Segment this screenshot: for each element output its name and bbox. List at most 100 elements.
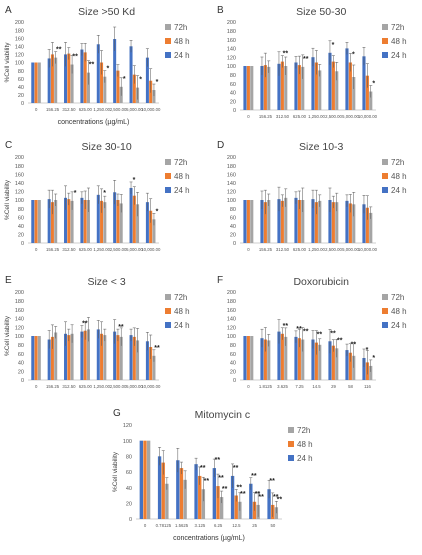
y-tick-label: 140: [227, 317, 236, 323]
bar-48h-1: [50, 202, 54, 243]
bar-48h-3: [83, 52, 87, 103]
chart-title: Size 30-10: [81, 141, 131, 153]
bar-24h-6: [129, 335, 133, 380]
y-tick-label: 80: [18, 343, 24, 349]
y-tick-label: 160: [227, 38, 236, 44]
legend-label: 24 h: [297, 454, 313, 463]
bar-48h-0: [34, 200, 38, 243]
bar-48h-2: [280, 61, 284, 110]
legend-swatch: [382, 322, 388, 328]
y-tick-label: 40: [126, 486, 132, 492]
y-tick-label: 80: [18, 69, 24, 75]
bar-72h-7: [369, 91, 373, 110]
bar-48h-0: [34, 336, 38, 380]
y-tick-label: 160: [15, 308, 24, 314]
y-tick-label: 100: [227, 198, 236, 204]
y-tick-label: 60: [18, 215, 24, 221]
x-tick-label: 12.5: [232, 523, 241, 528]
x-axis-label: concentrations (µg/mL): [58, 119, 130, 126]
x-tick-label: 0: [247, 247, 250, 252]
y-tick-label: 180: [227, 29, 236, 35]
bar-72h-3: [86, 200, 90, 243]
bar-72h-0: [250, 200, 254, 243]
bar-72h-0: [37, 200, 41, 243]
significance-marker: **: [337, 337, 343, 344]
chart-title: Size >50 Kd: [78, 6, 135, 18]
bar-48h-0: [34, 62, 38, 103]
bar-72h-2: [70, 64, 74, 103]
significance-marker: *: [372, 355, 375, 362]
legend-swatch: [288, 427, 294, 433]
bar-24h-3: [80, 197, 84, 243]
bar-72h-1: [54, 332, 58, 380]
significance-marker: **: [204, 478, 210, 485]
bar-48h-1: [263, 339, 267, 380]
legend-label: 24 h: [391, 321, 407, 330]
bar-24h-6: [345, 48, 349, 110]
bar-24h-7: [362, 204, 366, 243]
x-tick-label: 625.00: [79, 247, 93, 252]
bar-72h-4: [318, 344, 322, 380]
bar-72h-7: [152, 90, 156, 103]
bar-48h-1: [50, 54, 54, 103]
bar-48h-4: [314, 202, 318, 243]
bar-24h-2: [64, 333, 68, 380]
bar-48h-2: [67, 53, 71, 103]
legend-label: 24 h: [391, 186, 407, 195]
chart-panel-e: E Size < 3 0 20 40 60 80 100 120 140 160 180 200 %Cel…: [4, 275, 190, 389]
significance-marker: **: [118, 324, 124, 331]
bar-24h-7: [362, 56, 366, 110]
bar-72h-2: [70, 200, 74, 243]
bar-48h-1: [50, 336, 54, 380]
bar-48h-3: [297, 200, 301, 243]
x-tick-label: 1,250.00: [308, 114, 325, 119]
bar-24h-6: [345, 350, 349, 380]
bar-48h-4: [100, 200, 104, 243]
legend-swatch: [165, 322, 171, 328]
y-tick-label: 120: [15, 53, 24, 59]
legend-swatch: [382, 173, 388, 179]
legend-label: 24 h: [174, 186, 190, 195]
x-tick-label: 0: [35, 247, 38, 252]
y-tick-label: 160: [15, 36, 24, 42]
y-tick-label: 20: [18, 369, 24, 375]
significance-marker: **: [303, 56, 309, 63]
legend-swatch: [382, 38, 388, 44]
bar-24h-7: [145, 202, 149, 243]
y-tick-label: 200: [227, 290, 236, 296]
y-tick-label: 100: [15, 61, 24, 67]
y-tick-label: 180: [15, 299, 24, 305]
bar-72h-1: [54, 57, 58, 103]
legend-swatch: [165, 38, 171, 44]
bar-48h-0: [246, 200, 250, 243]
bar-72h-2: [284, 336, 288, 380]
x-tick-label: 1,250.00: [93, 107, 110, 112]
bar-48h-4: [100, 333, 104, 380]
bar-24h-5: [328, 200, 332, 243]
legend-swatch: [165, 308, 171, 314]
bar-48h-5: [234, 495, 238, 519]
x-tick-label: 156.25: [46, 247, 60, 252]
x-tick-label: 625.00: [79, 107, 93, 112]
bar-24h-2: [277, 63, 281, 110]
significance-marker: **: [258, 494, 264, 501]
legend-label: 48 h: [174, 172, 190, 181]
bar-72h-4: [318, 70, 322, 110]
x-tick-label: 1,250.00: [93, 384, 110, 389]
bar-48h-6: [348, 62, 352, 110]
y-tick-label: 180: [15, 164, 24, 170]
x-axis-label: concentrations (µg/mL): [173, 535, 245, 542]
panel-letter: G: [113, 408, 121, 419]
y-tick-label: 100: [15, 198, 24, 204]
significance-marker: **: [56, 47, 62, 54]
y-tick-label: 40: [18, 361, 24, 367]
y-tick-label: 0: [233, 378, 236, 384]
y-tick-label: 140: [227, 181, 236, 187]
bar-24h-5: [230, 475, 235, 519]
significance-marker: **: [255, 491, 261, 498]
chart-title: Size 10-3: [299, 141, 344, 153]
x-tick-label: 5,000.00: [342, 114, 359, 119]
bar-24h-7: [145, 57, 149, 103]
bar-72h-0: [146, 440, 151, 519]
bar-24h-0: [243, 200, 247, 243]
